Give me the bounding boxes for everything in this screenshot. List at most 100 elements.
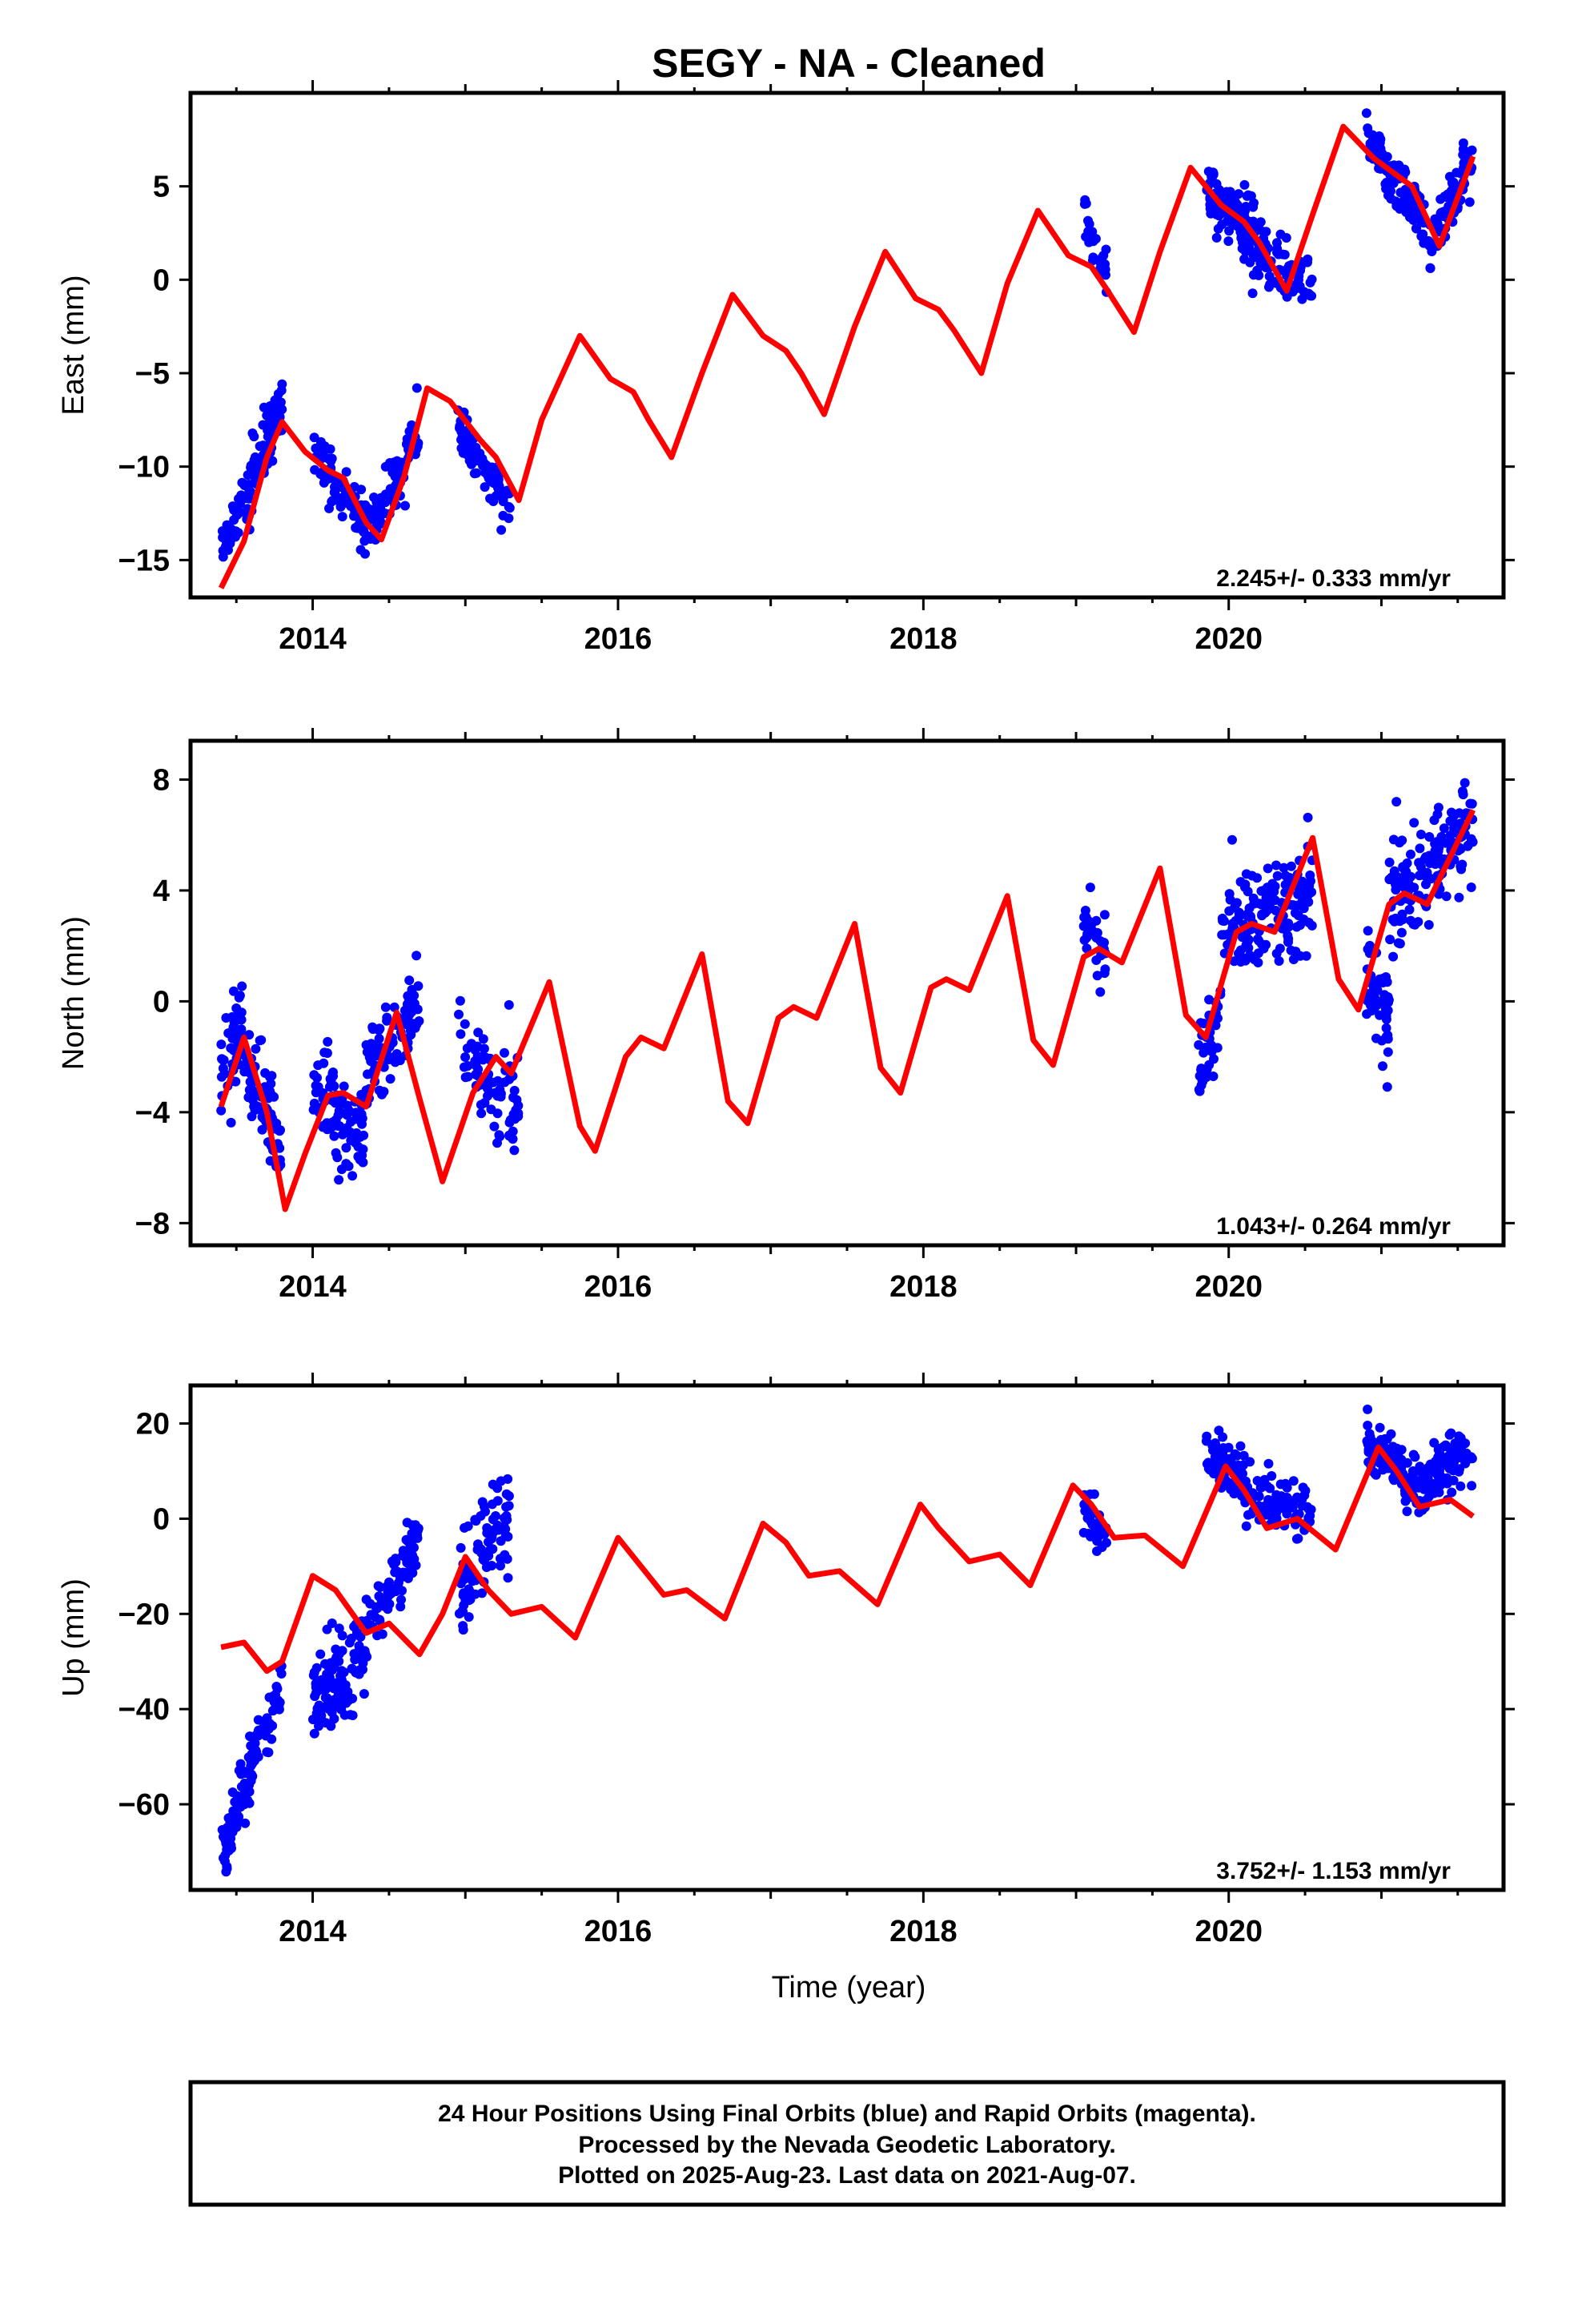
data-point xyxy=(1307,920,1317,931)
data-point xyxy=(1241,1521,1251,1531)
data-point xyxy=(1382,977,1392,987)
data-point xyxy=(406,1564,416,1574)
data-point xyxy=(216,1039,227,1050)
data-point xyxy=(390,1567,400,1578)
data-point xyxy=(463,1061,473,1071)
data-point xyxy=(1097,252,1107,263)
data-point xyxy=(1456,861,1466,871)
data-point xyxy=(504,999,514,1010)
data-point xyxy=(330,486,340,497)
y-axis: −60 −40 −20 0 20 xyxy=(118,1408,1515,1822)
data-point xyxy=(1255,1482,1266,1493)
data-point xyxy=(1415,862,1426,872)
data-point xyxy=(357,1119,367,1129)
data-point xyxy=(404,426,415,436)
data-point xyxy=(491,1511,500,1521)
data-point xyxy=(460,1595,471,1606)
data-point xyxy=(1460,778,1470,788)
y-tick-label: −4 xyxy=(135,1096,170,1130)
data-point xyxy=(369,493,379,502)
data-point xyxy=(1196,1065,1207,1075)
data-point xyxy=(266,418,276,428)
data-point xyxy=(1203,1458,1214,1468)
data-point xyxy=(1280,870,1291,881)
model-fit-line xyxy=(218,123,1476,589)
data-point xyxy=(504,1130,514,1140)
data-point xyxy=(334,1623,344,1634)
y-tick-label: −60 xyxy=(118,1788,170,1822)
data-point xyxy=(1224,889,1235,899)
data-point xyxy=(1404,904,1415,915)
data-point xyxy=(1275,1479,1286,1490)
data-point xyxy=(221,1013,231,1023)
footer-line-2: Processed by the Nevada Geodetic Laborat… xyxy=(578,2132,1115,2158)
data-point xyxy=(1086,1510,1096,1521)
data-point xyxy=(1458,790,1468,800)
data-point xyxy=(236,490,247,501)
data-point xyxy=(1281,233,1291,243)
panel-up: 2014 2016 2018 2020 −60 −40 −20 0 20 Up (mm) 3.752… xyxy=(57,1373,1515,1948)
data-point xyxy=(1245,1457,1255,1467)
data-point xyxy=(472,468,482,478)
data-point xyxy=(1279,250,1290,259)
data-point xyxy=(1084,219,1094,229)
data-point xyxy=(240,1818,251,1828)
data-point xyxy=(385,1074,396,1084)
data-point xyxy=(1425,263,1435,273)
data-point xyxy=(1207,175,1217,185)
data-point xyxy=(1464,1454,1475,1464)
data-point xyxy=(458,1625,468,1635)
data-point xyxy=(1423,919,1434,930)
data-point xyxy=(496,1088,506,1099)
data-point xyxy=(1097,1542,1107,1552)
data-point xyxy=(311,443,321,453)
data-point xyxy=(1234,948,1243,959)
data-point xyxy=(1369,1004,1379,1015)
x-tick-label: 2016 xyxy=(584,1915,652,1948)
data-point xyxy=(1463,840,1473,850)
data-point xyxy=(383,1055,394,1064)
data-point xyxy=(322,1048,332,1058)
data-point xyxy=(351,1128,362,1138)
data-point xyxy=(1305,870,1315,880)
data-point xyxy=(1231,1450,1242,1461)
y-tick-label: 4 xyxy=(153,875,170,908)
data-point xyxy=(1411,223,1422,234)
data-point xyxy=(361,530,371,541)
data-point xyxy=(1383,992,1393,1002)
x-axis: 2014 2016 2018 2020 xyxy=(235,1373,1460,1948)
data-point xyxy=(339,1081,349,1092)
data-point xyxy=(221,1867,231,1877)
data-point xyxy=(1385,935,1395,945)
data-point xyxy=(1464,197,1475,207)
data-point xyxy=(1286,861,1296,871)
data-point xyxy=(1219,930,1229,940)
data-point xyxy=(247,1769,256,1779)
data-point xyxy=(1424,832,1435,842)
data-point xyxy=(1371,1033,1381,1043)
data-point xyxy=(1394,160,1404,171)
x-axis: 2014 2016 2018 2020 xyxy=(235,80,1460,656)
data-point xyxy=(1263,863,1273,874)
data-point xyxy=(403,1536,413,1546)
data-point xyxy=(400,501,410,511)
data-point xyxy=(480,482,490,493)
data-point xyxy=(323,453,334,464)
data-point xyxy=(1430,846,1440,856)
data-point xyxy=(1226,1478,1236,1489)
data-point xyxy=(1240,879,1251,890)
data-point xyxy=(359,1689,369,1699)
x-tick-label: 2016 xyxy=(584,1270,652,1304)
data-point xyxy=(237,477,247,488)
y-tick-label: 0 xyxy=(153,263,170,297)
data-point xyxy=(494,481,504,492)
data-point xyxy=(1375,1458,1385,1468)
data-point xyxy=(219,1068,230,1079)
data-point xyxy=(250,1738,260,1748)
data-point xyxy=(1435,194,1446,204)
data-point xyxy=(1406,849,1415,859)
y-axis: −15 −10 −5 0 5 xyxy=(118,171,1515,577)
data-point xyxy=(276,1669,287,1679)
data-point xyxy=(1293,1534,1303,1544)
data-point xyxy=(476,1544,486,1554)
